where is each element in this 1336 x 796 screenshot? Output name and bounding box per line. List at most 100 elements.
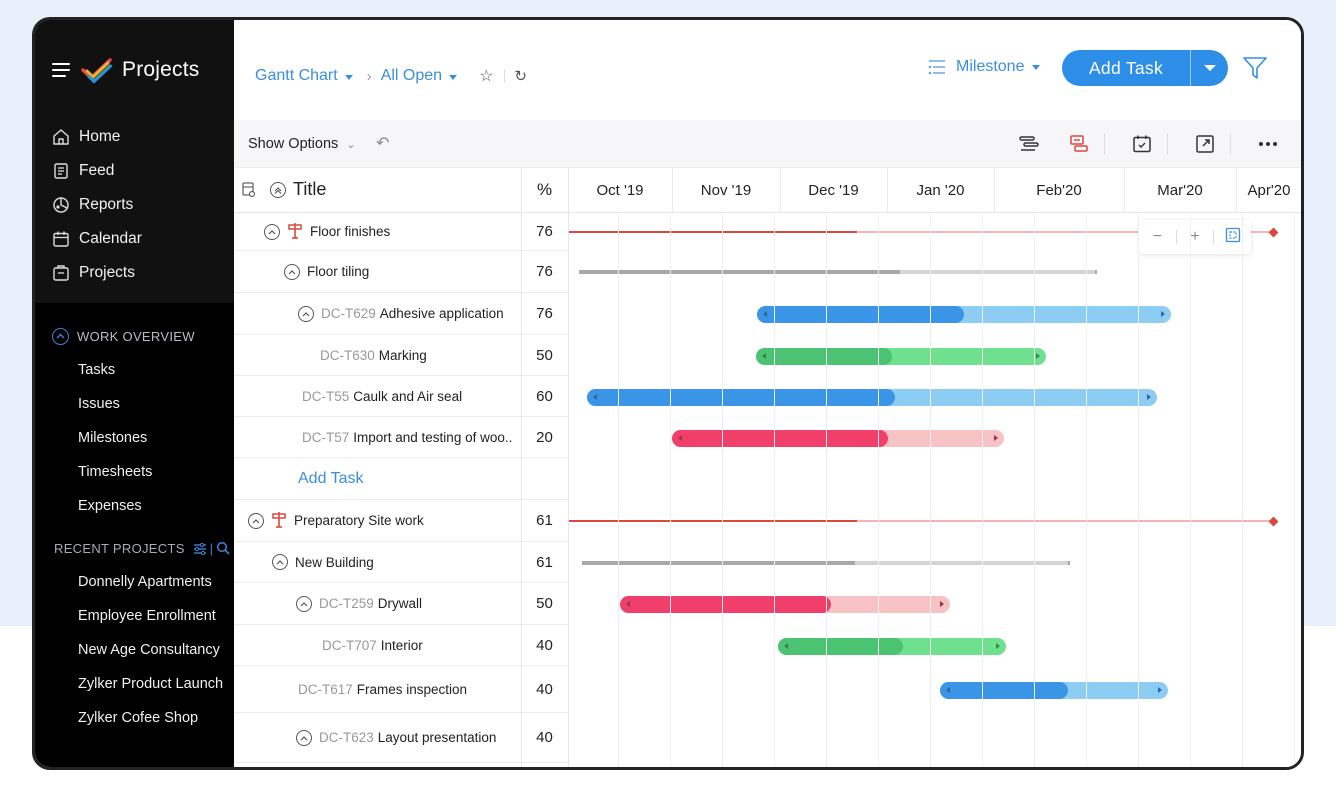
task-id[interactable]: DC-T617	[298, 681, 353, 697]
drag-start-handle-icon[interactable]	[626, 601, 630, 607]
drag-start-handle-icon[interactable]	[762, 352, 766, 359]
task-title[interactable]: Preparatory Site work	[294, 513, 424, 528]
drag-end-handle-icon[interactable]	[940, 601, 944, 607]
drag-start-handle-icon[interactable]	[946, 686, 950, 693]
star-icon[interactable]: ☆	[479, 68, 494, 85]
collapse-toggle-icon[interactable]	[296, 729, 312, 746]
refresh-icon[interactable]: ↻	[514, 68, 527, 85]
sidebar-item-issues[interactable]: Issues	[78, 396, 120, 412]
filter-icon[interactable]	[1242, 55, 1268, 81]
collapse-toggle-icon[interactable]	[248, 512, 264, 529]
view-selector[interactable]: Gantt Chart	[255, 67, 353, 85]
collapse-icon[interactable]	[52, 327, 69, 345]
sidebar-item-tasks[interactable]: Tasks	[78, 362, 116, 378]
column-settings-icon[interactable]	[242, 181, 256, 198]
drag-start-handle-icon[interactable]	[763, 311, 767, 317]
task-id[interactable]: DC-T707	[322, 637, 377, 653]
task-title[interactable]: Import and testing of woo..	[353, 429, 513, 445]
task-row[interactable]: DC-T55 Caulk and Air seal 60	[234, 376, 568, 417]
task-row[interactable]: Preparatory Site work 61	[234, 500, 568, 542]
task-row[interactable]: DC-T707 Interior 40	[234, 625, 568, 666]
recent-project-item[interactable]: Employee Enrollment	[78, 608, 216, 624]
task-title[interactable]: Layout presentation	[377, 730, 497, 745]
fit-to-screen-icon[interactable]	[1214, 227, 1251, 248]
task-title[interactable]: Interior	[380, 637, 423, 653]
collapse-toggle-icon[interactable]	[284, 263, 300, 280]
nav-item-reports[interactable]: Reports	[35, 188, 234, 222]
drag-end-handle-icon[interactable]	[1036, 352, 1040, 359]
calendar-view-icon[interactable]	[1129, 133, 1155, 155]
gantt-layout-icon[interactable]	[1016, 133, 1042, 155]
task-bar[interactable]	[757, 306, 1171, 323]
task-title[interactable]: Drywall	[377, 596, 423, 611]
zoom-in-button[interactable]: +	[1190, 228, 1200, 245]
drag-end-handle-icon[interactable]	[996, 642, 1000, 649]
task-id[interactable]: DC-T259	[319, 596, 374, 611]
collapse-toggle-icon[interactable]	[298, 305, 314, 322]
nav-item-feed[interactable]: Feed	[35, 154, 234, 188]
task-row[interactable]: DC-T629 Adhesive application 76	[234, 293, 568, 335]
milestone-bar[interactable]	[568, 231, 1274, 233]
task-id[interactable]: DC-T55	[302, 388, 350, 404]
recent-project-item[interactable]: Zylker Cofee Shop	[78, 710, 199, 726]
task-id[interactable]: DC-T57	[302, 429, 350, 445]
search-icon[interactable]	[216, 541, 230, 555]
recent-project-item[interactable]: New Age Consultancy	[78, 642, 220, 658]
task-id[interactable]: DC-T623	[319, 730, 374, 745]
zoom-out-button[interactable]: −	[1152, 228, 1162, 245]
task-bar[interactable]	[778, 637, 1006, 655]
collapse-toggle-icon[interactable]	[272, 554, 288, 570]
drag-end-handle-icon[interactable]	[1147, 393, 1151, 400]
sidebar-item-expenses[interactable]: Expenses	[78, 498, 142, 514]
task-bar[interactable]	[940, 681, 1168, 699]
task-title[interactable]: Floor finishes	[310, 224, 391, 239]
milestone-bar[interactable]	[568, 520, 1274, 522]
show-options-dropdown[interactable]: Show Options ⌄	[248, 136, 356, 152]
drag-start-handle-icon[interactable]	[678, 434, 682, 441]
task-title[interactable]: New Building	[295, 554, 374, 570]
add-task-row[interactable]: Add Task	[234, 458, 568, 500]
task-row[interactable]: DC-T617 Frames inspection 40	[234, 666, 568, 713]
nav-item-projects[interactable]: Projects	[35, 256, 234, 290]
task-row[interactable]: DC-T623 Layout presentation 40	[234, 713, 568, 763]
task-title[interactable]: Adhesive application	[379, 306, 504, 321]
task-title[interactable]: Frames inspection	[356, 681, 468, 697]
task-bar[interactable]	[672, 429, 1004, 447]
expand-icon[interactable]	[1192, 133, 1218, 155]
hamburger-menu-icon[interactable]	[52, 62, 72, 78]
nav-item-calendar[interactable]: Calendar	[35, 222, 234, 256]
drag-start-handle-icon[interactable]	[784, 642, 788, 649]
add-task-link[interactable]: Add Task	[298, 469, 364, 487]
critical-path-icon[interactable]	[1066, 133, 1092, 155]
drag-end-handle-icon[interactable]	[1161, 311, 1165, 317]
filter-selector[interactable]: All Open	[381, 67, 458, 85]
task-row[interactable]: Floor finishes 76	[234, 213, 568, 251]
drag-end-handle-icon[interactable]	[1158, 686, 1162, 693]
undo-icon[interactable]: ↶	[376, 135, 390, 152]
milestone-dropdown[interactable]: Milestone	[928, 58, 1041, 76]
task-row[interactable]: DC-T57 Import and testing of woo.. 20	[234, 417, 568, 458]
add-task-button[interactable]: Add Task	[1062, 50, 1228, 86]
task-row[interactable]: DC-T259 Drywall 50	[234, 583, 568, 625]
sidebar-item-timesheets[interactable]: Timesheets	[78, 464, 153, 480]
task-title[interactable]: Marking	[378, 347, 427, 363]
collapse-toggle-icon[interactable]	[264, 223, 280, 240]
collapse-toggle-icon[interactable]	[296, 595, 312, 612]
task-id[interactable]: DC-T630	[320, 347, 375, 363]
task-row[interactable]: DC-T630 Marking 50	[234, 335, 568, 376]
recent-project-item[interactable]: Donnelly Apartments	[78, 574, 212, 590]
task-bar[interactable]	[756, 347, 1046, 365]
task-bar[interactable]	[620, 596, 950, 613]
filter-settings-icon[interactable]	[193, 542, 207, 555]
sidebar-item-milestones[interactable]: Milestones	[78, 430, 148, 446]
nav-item-home[interactable]: Home	[35, 120, 234, 154]
drag-start-handle-icon[interactable]	[593, 393, 597, 400]
recent-project-item[interactable]: Zylker Product Launch	[78, 676, 224, 692]
add-task-dropdown[interactable]	[1190, 50, 1228, 86]
more-options-icon[interactable]	[1255, 133, 1281, 155]
collapse-all-icon[interactable]	[270, 181, 286, 198]
drag-end-handle-icon[interactable]	[994, 434, 998, 441]
task-title[interactable]: Floor tiling	[307, 264, 370, 279]
task-id[interactable]: DC-T629	[321, 306, 376, 321]
task-row[interactable]: New Building 61	[234, 542, 568, 583]
